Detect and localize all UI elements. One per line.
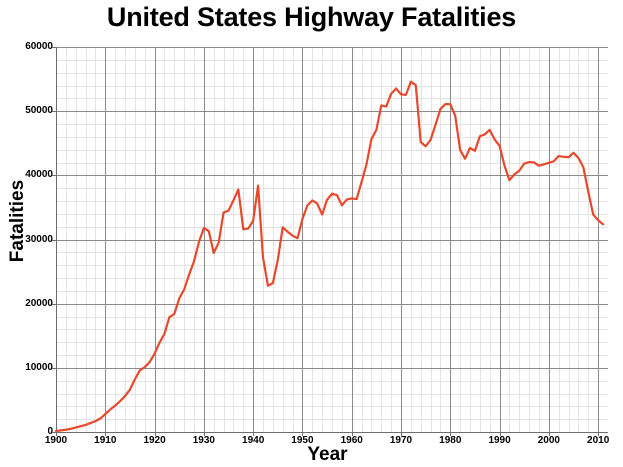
x-tick-label: 1990 — [488, 435, 511, 446]
x-tick-label: 1980 — [439, 435, 462, 446]
y-tick-label: 40000 — [25, 169, 53, 181]
x-tick-label: 2010 — [587, 435, 610, 446]
x-tick-label: 1920 — [143, 435, 166, 446]
y-tick-label: 0 — [47, 426, 53, 437]
x-tick-label: 2000 — [537, 435, 560, 446]
x-tick-label: 1940 — [242, 435, 265, 446]
minor-gridlines — [56, 47, 608, 433]
y-tick-label: 30000 — [25, 233, 53, 245]
y-tick-label: 20000 — [25, 297, 53, 309]
y-tick-label: 60000 — [25, 41, 53, 52]
x-tick-label: 1910 — [94, 435, 117, 446]
x-tick-label: 1960 — [340, 435, 363, 446]
x-axis-label: Year — [307, 444, 348, 465]
x-tick-label: 1950 — [291, 435, 314, 446]
y-tick-label: 50000 — [25, 105, 53, 117]
y-axis-tick-labels: 0 10000 20000 30000 40000 50000 60000 — [0, 0, 53, 467]
x-tick-label: 1970 — [389, 435, 413, 446]
y-tick-label: 10000 — [25, 361, 53, 373]
axis-lines — [52, 47, 608, 436]
x-tick-label: 1930 — [192, 435, 215, 446]
data-series-line — [54, 80, 605, 433]
x-tick-label: 1900 — [44, 435, 68, 446]
chart-title: United States Highway Fatalities — [106, 2, 517, 32]
